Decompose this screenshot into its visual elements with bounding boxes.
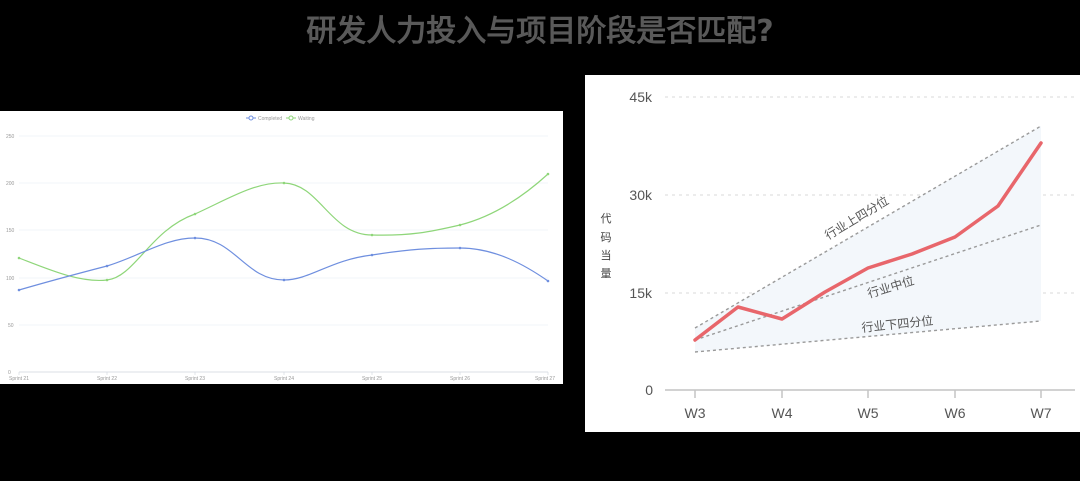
y-axis-ticks: 0 15k 30k 45k bbox=[629, 89, 653, 398]
svg-text:量: 量 bbox=[601, 267, 612, 280]
legend-label: Waiting bbox=[298, 116, 315, 122]
svg-text:Sprint 23: Sprint 23 bbox=[185, 376, 205, 382]
svg-text:200: 200 bbox=[6, 181, 15, 187]
svg-text:当: 当 bbox=[601, 248, 612, 262]
y-axis-ticks: 0 50 100 150 200 250 bbox=[6, 134, 15, 376]
svg-text:W5: W5 bbox=[858, 405, 879, 421]
svg-text:30k: 30k bbox=[629, 187, 653, 203]
grid-lines bbox=[19, 135, 548, 326]
x-axis-ticks bbox=[694, 390, 1042, 398]
legend-marker-icon bbox=[248, 115, 254, 121]
page-title: 研发人力投入与项目阶段是否匹配? bbox=[306, 14, 774, 49]
svg-text:15k: 15k bbox=[629, 285, 653, 301]
legend-marker-icon bbox=[288, 115, 294, 121]
legend-item-completed[interactable]: Completed bbox=[246, 115, 282, 122]
median-line bbox=[694, 224, 1042, 341]
svg-text:250: 250 bbox=[6, 134, 15, 140]
svg-text:0: 0 bbox=[645, 382, 653, 398]
svg-text:Sprint 27: Sprint 27 bbox=[535, 376, 555, 382]
svg-text:W3: W3 bbox=[685, 405, 706, 421]
series-completed-line bbox=[18, 237, 549, 291]
svg-text:100: 100 bbox=[6, 276, 15, 282]
code-volume-svg: 代 码 当 量 0 15k 30k 45k W3 W4 W5 W6 W7 bbox=[601, 89, 1075, 421]
lower-quartile-line bbox=[694, 320, 1042, 353]
x-axis-labels: W3 W4 W5 W6 W7 bbox=[685, 405, 1052, 421]
x-axis-ticks bbox=[18, 372, 549, 375]
x-axis-labels: Sprint 21 Sprint 22 Sprint 23 Sprint 24 … bbox=[9, 376, 555, 382]
sprint-line-chart: Completed Waiting 0 50 100 150 200 250 bbox=[0, 111, 563, 384]
upper-quartile-line bbox=[694, 125, 1042, 329]
series-completed-points bbox=[17, 236, 550, 292]
industry-reference-lines bbox=[694, 125, 1042, 353]
chart-legend: Completed Waiting bbox=[246, 115, 315, 122]
series-waiting-line bbox=[18, 173, 549, 282]
legend-item-waiting[interactable]: Waiting bbox=[286, 115, 315, 122]
svg-text:150: 150 bbox=[6, 228, 15, 234]
code-volume-chart: 代 码 当 量 0 15k 30k 45k W3 W4 W5 W6 W7 bbox=[585, 75, 1080, 432]
industry-band-fill bbox=[695, 126, 1041, 352]
svg-text:Sprint 24: Sprint 24 bbox=[274, 376, 294, 382]
svg-text:Sprint 25: Sprint 25 bbox=[362, 376, 382, 382]
legend-label: Completed bbox=[258, 116, 282, 122]
y-axis-label: 代 码 当 量 bbox=[601, 212, 612, 280]
svg-text:45k: 45k bbox=[629, 89, 653, 105]
svg-text:代: 代 bbox=[601, 212, 612, 225]
svg-text:W4: W4 bbox=[772, 405, 793, 421]
svg-text:Sprint 22: Sprint 22 bbox=[97, 376, 117, 382]
svg-text:码: 码 bbox=[601, 231, 612, 244]
svg-text:W6: W6 bbox=[945, 405, 966, 421]
svg-text:Sprint 26: Sprint 26 bbox=[450, 376, 470, 382]
svg-text:0: 0 bbox=[8, 370, 11, 376]
svg-text:50: 50 bbox=[8, 323, 14, 329]
svg-text:Sprint 21: Sprint 21 bbox=[9, 376, 29, 382]
series-waiting-points bbox=[17, 172, 550, 282]
svg-text:W7: W7 bbox=[1031, 405, 1052, 421]
sprint-chart-svg: Completed Waiting 0 50 100 150 200 250 bbox=[6, 115, 555, 382]
code-volume-series-line bbox=[693, 141, 1043, 342]
